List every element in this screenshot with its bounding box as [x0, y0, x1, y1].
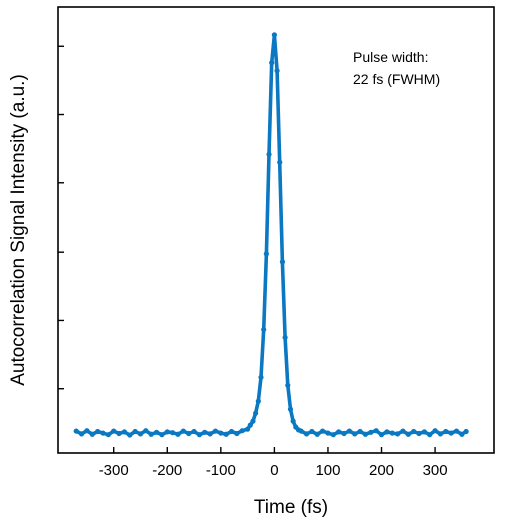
- data-point: [285, 382, 291, 388]
- data-point: [319, 428, 326, 434]
- data-point: [266, 151, 272, 157]
- data-point: [411, 428, 417, 435]
- data-point: [207, 431, 213, 437]
- data-point: [111, 428, 117, 434]
- data-point: [298, 428, 304, 434]
- data-point: [437, 431, 444, 437]
- data-point: [223, 431, 229, 437]
- data-point: [463, 428, 469, 435]
- data-point: [121, 429, 128, 435]
- data-point: [325, 430, 331, 436]
- data-point: [245, 426, 251, 432]
- data-point: [164, 429, 170, 435]
- data-point: [373, 428, 379, 434]
- data-point: [405, 431, 411, 437]
- data-point: [255, 398, 261, 404]
- data-point: [378, 432, 385, 438]
- y-axis-label: Autocorrelation Signal Intensity (a.u.): [8, 74, 29, 386]
- data-point: [202, 429, 208, 435]
- data-point: [180, 428, 186, 434]
- data-point: [159, 432, 165, 438]
- data-point: [427, 432, 433, 438]
- data-point: [84, 428, 90, 434]
- data-point: [368, 429, 374, 435]
- data-point: [400, 428, 406, 434]
- data-point: [287, 406, 294, 412]
- y-axis-ticks: [58, 45, 64, 390]
- x-tick-label: 0: [270, 462, 278, 479]
- x-tick-label: -200: [152, 462, 182, 479]
- data-point: [95, 428, 101, 435]
- data-point: [352, 431, 358, 437]
- data-point: [196, 432, 203, 438]
- data-series: [73, 32, 469, 438]
- data-point: [282, 334, 288, 341]
- data-point: [137, 431, 144, 437]
- data-point: [362, 431, 369, 437]
- data-point: [341, 430, 347, 437]
- data-point: [330, 432, 336, 438]
- data-point: [258, 374, 264, 380]
- x-tick-label: -300: [99, 462, 129, 479]
- data-point: [132, 428, 138, 435]
- data-point: [170, 430, 176, 436]
- data-point: [239, 428, 245, 434]
- series-line: [74, 33, 468, 437]
- data-point: [303, 431, 310, 437]
- data-point: [389, 430, 395, 436]
- data-point: [384, 429, 390, 435]
- data-point: [416, 430, 422, 437]
- x-tick-label: 300: [423, 462, 448, 479]
- data-point: [448, 430, 454, 436]
- data-point: [336, 429, 342, 435]
- data-point: [421, 429, 427, 435]
- data-point: [89, 431, 95, 437]
- x-tick-label: -100: [206, 462, 236, 479]
- data-point: [148, 431, 154, 437]
- data-point: [432, 428, 438, 434]
- data-point: [269, 60, 275, 66]
- data-point: [309, 428, 315, 435]
- data-point: [459, 431, 465, 437]
- data-point: [247, 422, 253, 428]
- data-point: [279, 259, 286, 265]
- x-axis-label: Time (fs): [254, 497, 328, 518]
- data-point: [186, 430, 192, 437]
- data-point: [394, 431, 401, 437]
- data-point: [218, 430, 224, 436]
- data-point: [271, 32, 277, 38]
- data-point: [116, 430, 122, 437]
- data-point: [143, 428, 149, 434]
- data-point: [277, 159, 283, 165]
- annotation-line-2: 22 fs (FWHM): [353, 71, 440, 87]
- data-point: [274, 68, 280, 74]
- data-point: [346, 428, 352, 434]
- data-point: [105, 432, 111, 438]
- data-point: [212, 428, 219, 434]
- data-point: [290, 418, 296, 424]
- data-point: [191, 428, 197, 435]
- data-point: [250, 418, 256, 424]
- data-point: [357, 428, 363, 435]
- data-point: [314, 431, 320, 437]
- x-tick-label: 100: [315, 462, 340, 479]
- data-point: [153, 429, 160, 435]
- data-point: [263, 251, 269, 257]
- data-point: [261, 326, 267, 333]
- data-point: [100, 430, 106, 436]
- data-point: [78, 431, 85, 437]
- data-point: [175, 431, 181, 437]
- data-point: [73, 428, 79, 434]
- data-point: [453, 428, 460, 434]
- x-axis-ticks: -300 -200 -100 0 100 200 300: [99, 447, 448, 479]
- data-point: [234, 430, 240, 437]
- data-point: [443, 428, 449, 435]
- annotation-line-1: Pulse width:: [353, 49, 428, 65]
- data-point: [127, 432, 133, 438]
- plot-frame: [57, 6, 495, 454]
- data-point: [253, 410, 259, 416]
- x-tick-label: 200: [369, 462, 394, 479]
- data-point: [228, 428, 235, 435]
